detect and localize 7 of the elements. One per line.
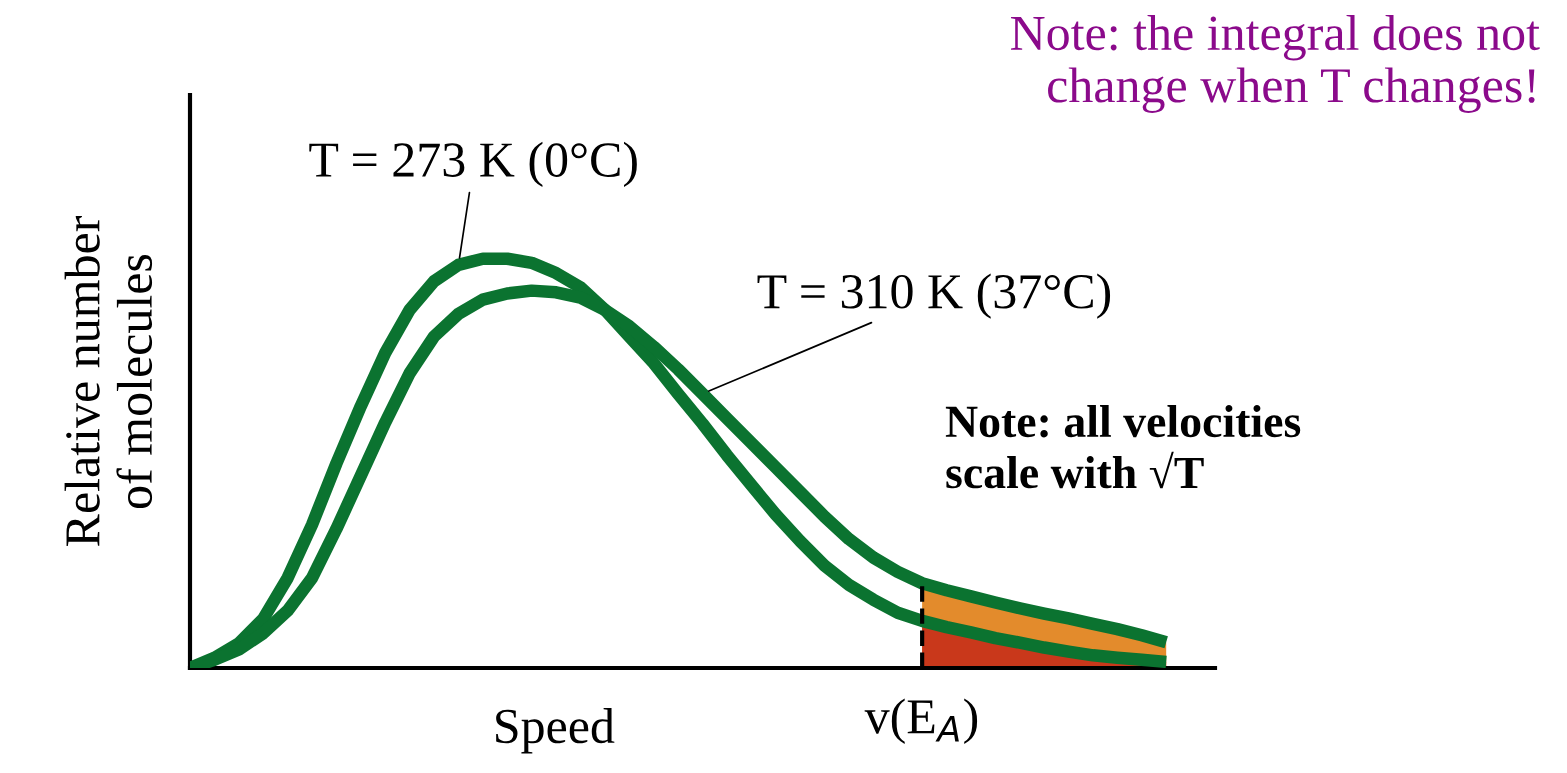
y-axis-title: Relative number of molecules [64,216,153,546]
x-axis-title: Speed [496,708,615,754]
text: Note: the integral does not change when T changes! [1011,15,1540,113]
series-label: T = 273 K (0°C) [309,141,637,188]
annotation: Note: all velocities scale with √T [945,405,1301,489]
series-label: T = 310 K (37°C) [757,273,1111,319]
text: v(E$_{A}$) [864,698,978,744]
